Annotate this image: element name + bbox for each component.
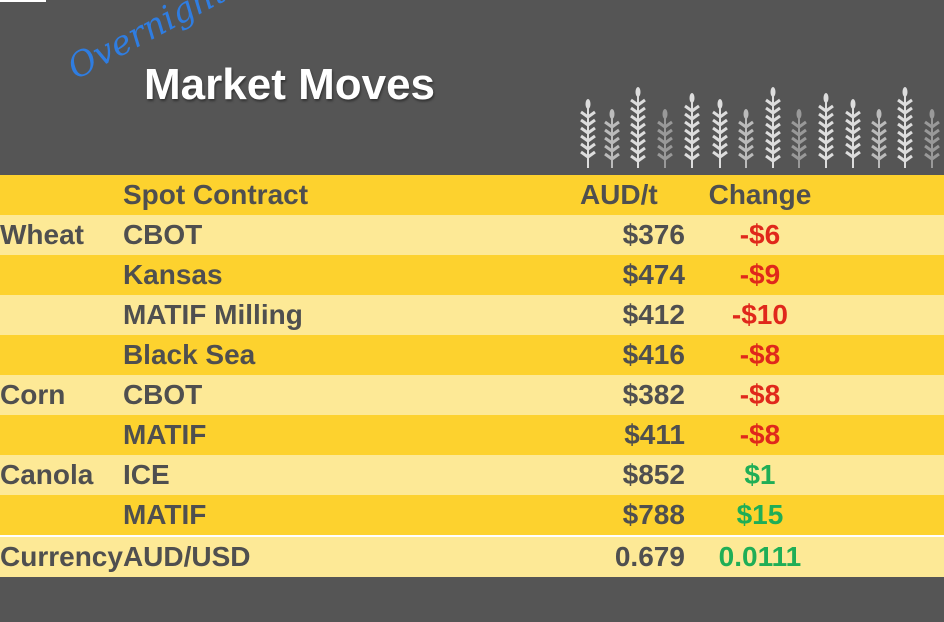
change-cell: $1 <box>684 455 835 495</box>
spacer <box>834 215 944 255</box>
spacer <box>329 415 590 455</box>
wheat-stalk <box>818 93 834 168</box>
change-cell: -$10 <box>684 295 835 335</box>
spacer <box>329 375 590 415</box>
wheat-stalk <box>765 87 781 168</box>
contract-cell: ICE <box>122 455 330 495</box>
change-cell: -$6 <box>684 215 835 255</box>
spacer <box>834 535 944 577</box>
spacer <box>329 335 590 375</box>
price-cell: $411 <box>589 415 685 455</box>
price-cell: $474 <box>589 255 685 295</box>
page-title: Market Moves <box>144 60 436 109</box>
commodity-cell <box>0 295 123 335</box>
commodity-cell: Corn <box>0 375 123 415</box>
spacer <box>834 335 944 375</box>
price-cell: $412 <box>589 295 685 335</box>
commodity-cell: Wheat <box>0 215 123 255</box>
corner-mark <box>0 0 46 2</box>
change-cell: -$9 <box>684 255 835 295</box>
wheat-stalk <box>897 87 913 168</box>
wheat-stalk <box>630 87 646 168</box>
spacer <box>329 175 590 215</box>
contract-cell: Black Sea <box>122 335 330 375</box>
contract-cell: MATIF <box>122 415 330 455</box>
contract-cell: MATIF Milling <box>122 295 330 335</box>
commodity-cell: Currency <box>0 535 123 577</box>
change-cell: -$8 <box>684 375 835 415</box>
contract-cell: Kansas <box>122 255 330 295</box>
commodity-cell: Canola <box>0 455 123 495</box>
spacer <box>329 215 590 255</box>
price-cell: 0.679 <box>589 535 685 577</box>
change-cell: 0.0111 <box>684 535 835 577</box>
change-cell: -$8 <box>684 335 835 375</box>
wheat-stalk <box>845 99 861 168</box>
price-cell: $416 <box>589 335 685 375</box>
table-row: Corn CBOT $382 -$8 <box>0 375 944 415</box>
header-price-label: AUD/t <box>579 179 658 210</box>
spacer <box>834 415 944 455</box>
market-table: Spot Contract AUD/t Change Wheat CBOT $376… <box>0 175 944 577</box>
spacer <box>329 495 590 536</box>
wheat-stalk <box>580 99 596 168</box>
spacer <box>329 535 590 577</box>
commodity-cell <box>0 335 123 375</box>
wheat-stalk <box>738 109 754 168</box>
table-row: Kansas $474 -$9 <box>0 255 944 295</box>
commodity-cell <box>0 415 123 455</box>
price-cell: $788 <box>589 495 685 536</box>
table-row: MATIF Milling $412 -$10 <box>0 295 944 335</box>
contract-cell: CBOT <box>122 375 330 415</box>
change-cell: $15 <box>684 495 835 536</box>
spacer <box>329 255 590 295</box>
spacer <box>329 455 590 495</box>
wheat-stalk <box>712 99 728 168</box>
spacer <box>834 455 944 495</box>
wheat-stalk <box>871 109 887 168</box>
commodity-cell <box>0 495 123 536</box>
table-row: Currency AUD/USD 0.679 0.0111 <box>0 535 944 577</box>
wheat-stalk <box>657 109 673 168</box>
table-row: MATIF $411 -$8 <box>0 415 944 455</box>
spacer <box>834 495 944 536</box>
price-cell: $382 <box>589 375 685 415</box>
wheat-stalk <box>604 109 620 168</box>
table-row: Canola ICE $852 $1 <box>0 455 944 495</box>
wheat-stalk <box>791 109 807 168</box>
header-change: Change <box>684 175 835 215</box>
wheat-stalk <box>924 109 940 168</box>
table-header: Spot Contract AUD/t Change <box>0 175 944 215</box>
table-row: Black Sea $416 -$8 <box>0 335 944 375</box>
spacer <box>834 255 944 295</box>
table-row: Wheat CBOT $376 -$6 <box>0 215 944 255</box>
contract-cell: AUD/USD <box>122 535 330 577</box>
spacer <box>834 175 944 215</box>
change-cell: -$8 <box>684 415 835 455</box>
header-commodity <box>0 175 123 215</box>
commodity-cell <box>0 255 123 295</box>
wheat-stalk <box>684 93 700 168</box>
spacer <box>329 295 590 335</box>
wheat-icon <box>580 87 940 168</box>
header-price: AUD/t <box>580 175 685 215</box>
contract-cell: CBOT <box>122 215 330 255</box>
contract-cell: MATIF <box>122 495 330 536</box>
table-row: MATIF $788 $15 <box>0 495 944 536</box>
header-contract: Spot Contract <box>122 175 330 215</box>
spacer <box>834 295 944 335</box>
spacer <box>834 375 944 415</box>
price-cell: $376 <box>589 215 685 255</box>
price-cell: $852 <box>589 455 685 495</box>
